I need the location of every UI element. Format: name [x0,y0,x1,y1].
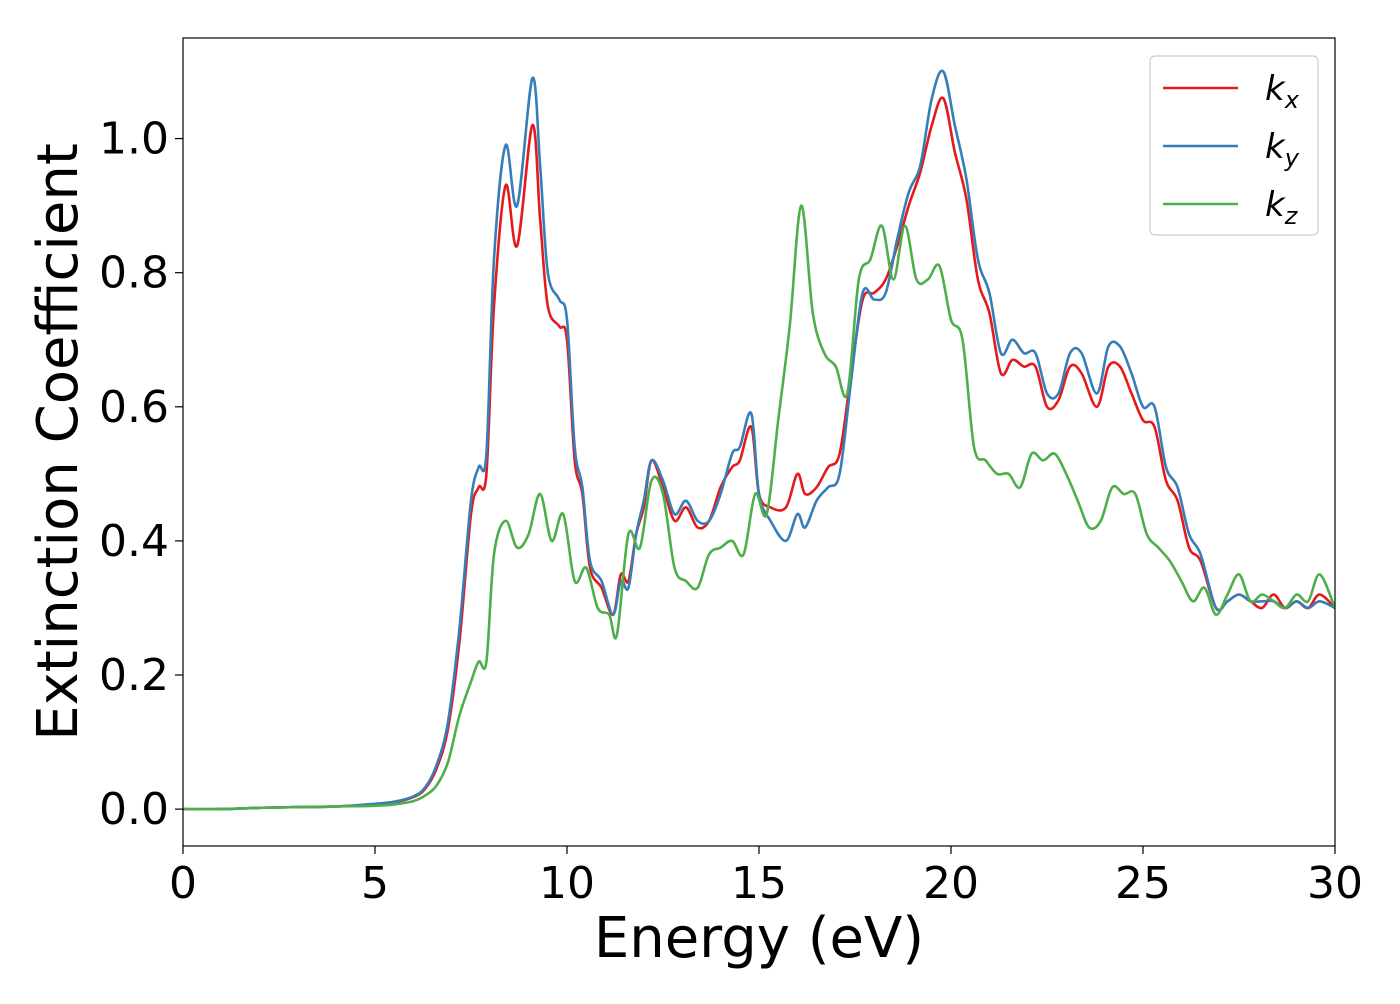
y-tick-label: 0.2 [99,650,169,701]
y-tick-label: 0.6 [99,382,169,433]
y-tick-label: 0.0 [99,784,169,835]
y-tick-label: 0.4 [99,516,169,567]
y-tick-label: 1.0 [99,114,169,165]
x-axis: 0 5 10 15 20 25 30 [169,846,1363,909]
plot-lines [183,69,1335,811]
x-tick-label: 25 [1115,858,1171,909]
y-tick-label: 0.8 [99,248,169,299]
x-tick-label: 15 [731,858,787,909]
y-axis-title: Extinction Coefficient [26,143,91,741]
x-tick-label: 30 [1307,858,1363,909]
x-axis-title: Energy (eV) [594,906,924,971]
x-tick-label: 0 [169,858,197,909]
y-axis: 0.0 0.2 0.4 0.6 0.8 1.0 [99,114,183,835]
x-tick-label: 20 [923,858,979,909]
series-line-z [183,204,1335,811]
series-line-y [183,69,1335,811]
x-tick-label: 5 [361,858,389,909]
x-tick-label: 10 [539,858,595,909]
series-line-x [183,96,1335,811]
